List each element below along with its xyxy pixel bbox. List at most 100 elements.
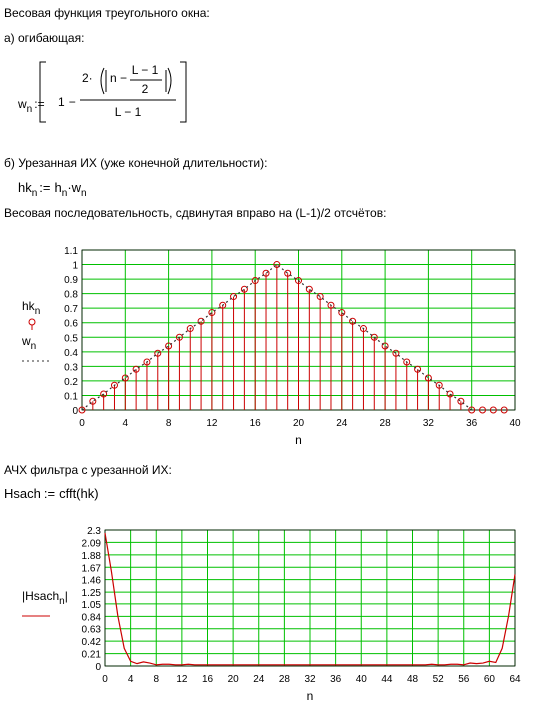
x-tick-label: 20 <box>228 674 240 685</box>
legend-sub: n <box>59 596 65 607</box>
x-axis-label: n <box>307 689 314 703</box>
stem-marker <box>165 342 173 350</box>
x-tick-label: 24 <box>336 418 348 429</box>
y-tick-label: 0.84 <box>82 612 102 623</box>
stem-marker <box>100 390 108 398</box>
formula-fft: Hsach:= cfft(hk) <box>4 486 99 501</box>
y-tick-label: 1 <box>72 261 78 272</box>
y-tick-label: 0 <box>95 662 101 673</box>
legend-name: w <box>21 334 31 348</box>
stem-marker <box>240 285 248 293</box>
stem-marker <box>468 406 476 414</box>
y-tick-label: 0.21 <box>82 650 102 661</box>
caption: АЧХ фильтра с урезанной ИХ: <box>4 463 172 477</box>
x-tick-label: 16 <box>250 418 262 429</box>
formula-lhs: wn:= <box>17 97 45 115</box>
x-tick-label: 24 <box>253 674 265 685</box>
x-tick-label: 20 <box>293 418 305 429</box>
y-tick-label: 0.3 <box>64 362 78 373</box>
x-tick-label: 8 <box>153 674 159 685</box>
x-tick-label: 32 <box>304 674 316 685</box>
formula-inner-num: L − 1 <box>132 63 159 77</box>
x-tick-label: 40 <box>356 674 368 685</box>
x-tick-label: 4 <box>123 418 129 429</box>
x-axis-label: n <box>295 433 302 447</box>
stem-marker <box>295 277 302 285</box>
x-tick-label: 44 <box>381 674 393 685</box>
legend-sub: n <box>35 306 41 317</box>
x-tick-label: 36 <box>330 674 342 685</box>
stem-marker <box>230 293 238 301</box>
x-tick-label: 52 <box>433 674 445 685</box>
stem-marker <box>208 309 216 317</box>
formula-hk: hkn:= hn·wn <box>18 180 87 199</box>
stem-marker <box>338 309 346 317</box>
y-tick-label: 1.05 <box>82 600 102 611</box>
stem-marker <box>186 325 194 333</box>
title: Весовая функция треугольного окна: <box>4 6 210 20</box>
x-tick-label: 60 <box>484 674 496 685</box>
y-tick-label: 0.1 <box>64 391 78 402</box>
series-line <box>81 263 473 411</box>
stem-marker <box>457 397 465 405</box>
stem-marker <box>424 374 432 382</box>
stem-marker <box>359 325 367 333</box>
stem-marker <box>78 406 86 414</box>
x-tick-label: 12 <box>176 674 188 685</box>
legend-name: hk <box>22 299 36 313</box>
stem-marker <box>89 397 97 405</box>
x-tick-label: 28 <box>380 418 392 429</box>
series-line <box>104 532 516 666</box>
y-tick-label: 1.88 <box>82 551 102 562</box>
stem-marker <box>110 381 118 389</box>
x-tick-label: 32 <box>423 418 435 429</box>
stem-marker <box>435 381 443 389</box>
stem-marker <box>489 406 497 414</box>
y-tick-label: 2.3 <box>87 526 101 537</box>
y-tick-label: 0.4 <box>64 348 78 359</box>
paren <box>100 67 172 95</box>
formula-coef: 2· <box>82 71 93 85</box>
y-tick-label: 0.6 <box>64 319 78 330</box>
y-tick-label: 1.46 <box>82 576 102 587</box>
stem-marker <box>500 406 508 414</box>
stem-marker <box>479 406 487 414</box>
x-tick-label: 64 <box>509 674 521 685</box>
y-tick-label: 0.63 <box>82 625 102 636</box>
charts: 00.10.20.30.40.50.60.70.80.911.10 4 8 12 16 2… <box>21 246 521 703</box>
formula-w: wn:= 1− 2· n − L − 1 2 L − 1 <box>17 61 187 123</box>
x-tick-label: 36 <box>466 418 478 429</box>
formula-inner-den: 2 <box>142 82 149 96</box>
stem-marker <box>273 261 281 269</box>
stem-marker <box>121 374 129 382</box>
legend-label: wn <box>21 334 36 352</box>
x-tick-label: 48 <box>407 674 419 685</box>
y-tick-label: 1.25 <box>82 588 102 599</box>
stem-marker <box>414 365 422 373</box>
stem-marker <box>446 390 454 398</box>
stem-marker <box>381 342 389 350</box>
x-tick-label: 12 <box>206 418 218 429</box>
stem-marker <box>262 269 270 277</box>
legend-end: | <box>65 589 68 603</box>
stem-marker <box>132 365 140 373</box>
stem-marker <box>143 358 151 366</box>
caption: Весовая последовательность, сдвинутая вп… <box>4 206 386 220</box>
stem-marker <box>327 301 335 309</box>
stem-marker <box>175 333 183 341</box>
y-tick-label: 0.42 <box>82 637 102 648</box>
y-tick-label: 0.5 <box>64 333 78 344</box>
stem-marker <box>305 285 313 293</box>
x-tick-label: 40 <box>509 418 521 429</box>
y-tick-label: 1.67 <box>82 563 102 574</box>
x-tick-label: 28 <box>279 674 291 685</box>
stem-marker <box>370 333 378 341</box>
x-tick-label: 16 <box>202 674 214 685</box>
legend-label: hkn <box>22 299 40 317</box>
y-tick-label: 1.1 <box>64 246 78 257</box>
x-tick-label: 0 <box>79 418 85 429</box>
formula-one: 1− <box>58 95 76 109</box>
x-tick-label: 8 <box>166 418 172 429</box>
legend-marker <box>28 318 36 326</box>
x-tick-label: 56 <box>458 674 470 685</box>
